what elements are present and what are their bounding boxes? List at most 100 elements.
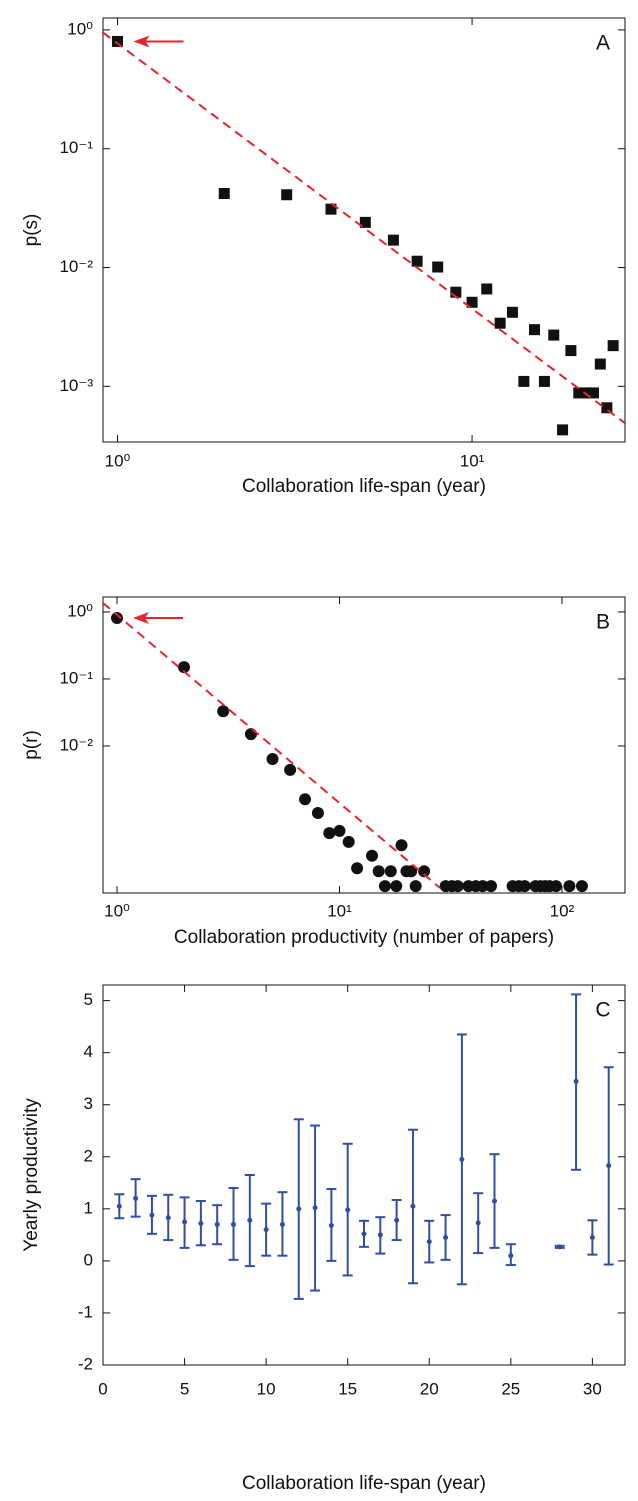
x-tick-label: 10⁰ xyxy=(105,451,131,470)
y-axis-title: p(s) xyxy=(21,214,42,247)
y-tick-label: 10⁰ xyxy=(67,19,93,38)
y-axis-title: Yearly productivity xyxy=(21,1098,42,1252)
x-tick-label: 20 xyxy=(420,1379,439,1398)
point xyxy=(432,261,444,273)
x-tick-label: 10⁰ xyxy=(104,901,130,920)
point xyxy=(573,387,585,399)
y-tick-label: 3 xyxy=(84,1094,93,1113)
y-axis-title: p(r) xyxy=(21,730,42,760)
mean-point xyxy=(149,1212,155,1218)
panel-label: B xyxy=(596,611,610,634)
point xyxy=(587,387,599,399)
point xyxy=(351,862,364,875)
mean-point xyxy=(475,1220,481,1226)
x-axis-title: Collaboration productivity (number of pa… xyxy=(174,927,554,948)
mean-point xyxy=(214,1221,220,1227)
point xyxy=(485,880,498,893)
y-tick-label: 10⁻³ xyxy=(59,376,93,395)
point xyxy=(411,255,423,267)
mean-point xyxy=(133,1195,139,1201)
mean-point xyxy=(443,1234,449,1240)
fit-line xyxy=(103,602,441,889)
y-tick-label: 5 xyxy=(84,990,93,1009)
mean-point xyxy=(116,1203,122,1209)
point xyxy=(580,387,592,399)
mean-point xyxy=(573,1078,579,1084)
y-tick-label: 10⁰ xyxy=(67,601,93,620)
y-tick-label: -1 xyxy=(78,1302,93,1321)
point xyxy=(311,806,324,819)
point xyxy=(266,752,279,765)
y-tick-label: 1 xyxy=(84,1198,93,1217)
point xyxy=(284,763,297,776)
mean-point xyxy=(557,1244,563,1250)
point xyxy=(218,187,230,199)
mean-point xyxy=(589,1234,595,1240)
point xyxy=(506,306,518,318)
point xyxy=(476,880,489,893)
mean-point xyxy=(182,1219,188,1225)
point xyxy=(557,424,569,436)
point xyxy=(594,358,606,370)
point xyxy=(342,835,355,848)
plot-area xyxy=(103,31,625,436)
mean-point xyxy=(247,1217,253,1223)
point xyxy=(281,189,293,201)
mean-point xyxy=(312,1205,318,1211)
point xyxy=(548,329,560,341)
mean-point xyxy=(296,1206,302,1212)
panel-label: A xyxy=(596,32,610,55)
point xyxy=(325,203,337,215)
plot-area xyxy=(114,993,614,1300)
mean-point xyxy=(198,1220,204,1226)
point xyxy=(451,880,464,893)
point xyxy=(333,824,346,837)
point xyxy=(372,865,385,878)
point xyxy=(518,375,530,387)
plot-area xyxy=(103,602,588,893)
x-tick-label: 10¹ xyxy=(327,901,352,920)
point xyxy=(607,340,619,352)
x-axis-title: Collaboration life-span (year) xyxy=(242,1473,486,1494)
x-tick-label: 10¹ xyxy=(460,451,485,470)
x-tick-label: 5 xyxy=(180,1379,189,1398)
point xyxy=(494,317,506,329)
point xyxy=(378,880,391,893)
point xyxy=(384,865,397,878)
point xyxy=(601,402,613,414)
point xyxy=(563,880,576,893)
mean-point xyxy=(263,1227,269,1233)
panel-label: C xyxy=(595,999,610,1022)
arrow-head xyxy=(133,612,150,625)
point xyxy=(395,839,408,852)
y-tick-label: 2 xyxy=(84,1146,93,1165)
panel: 10⁰ 10¹ 10² 10⁰ 10⁻¹ 10⁻² Collaboration produc… xyxy=(21,596,626,948)
y-tick-label: -2 xyxy=(78,1354,93,1373)
point xyxy=(299,793,312,806)
point xyxy=(323,827,336,840)
axes-box xyxy=(102,596,626,894)
point xyxy=(366,849,379,862)
point xyxy=(565,345,577,357)
mean-point xyxy=(426,1239,432,1245)
point xyxy=(538,375,550,387)
panel: 10⁰ 10¹ 10⁰ 10⁻¹ 10⁻² 10⁻³ Collaboration life-… xyxy=(21,17,626,497)
mean-point xyxy=(345,1207,351,1213)
x-axis-title: Collaboration life-span (year) xyxy=(242,476,486,497)
point xyxy=(112,35,124,47)
x-tick-label: 30 xyxy=(583,1379,602,1398)
point xyxy=(390,880,403,893)
x-tick-label: 10 xyxy=(257,1379,276,1398)
point xyxy=(450,286,462,298)
point xyxy=(177,661,190,674)
mean-point xyxy=(606,1163,612,1169)
mean-point xyxy=(279,1221,285,1227)
y-tick-label: 10⁻¹ xyxy=(59,668,93,687)
point xyxy=(549,880,562,893)
point xyxy=(111,612,124,625)
y-tick-label: 10⁻¹ xyxy=(59,138,93,157)
mean-point xyxy=(410,1203,416,1209)
point xyxy=(575,880,588,893)
arrow-head xyxy=(133,35,150,48)
